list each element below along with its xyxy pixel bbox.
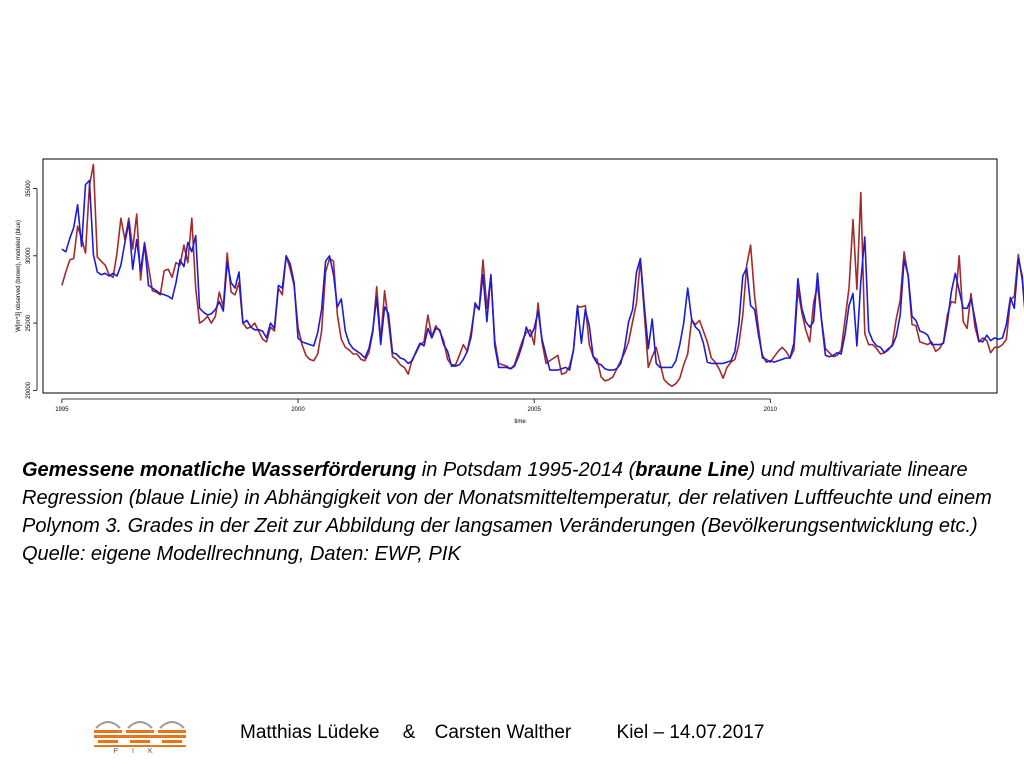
figure-caption: Gemessene monatliche Wasserförderung in …: [22, 456, 997, 568]
time-series-chart: 20000 25000 30000 35000 1995 2000 2005 2010 ti…: [16, 158, 1024, 425]
footer-author-2: Carsten Walther: [434, 722, 572, 743]
caption-text-2: ) und multivariate lineare Regression (b…: [22, 459, 992, 565]
y-tick-label: 20000: [26, 381, 32, 398]
series-line-observed: [61, 163, 1024, 388]
x-axis-label: time: [514, 419, 526, 425]
y-tick-label: 30000: [26, 247, 32, 264]
pik-logo: [94, 721, 186, 747]
caption-bold-brown: braune Line: [635, 459, 749, 481]
x-tick-label: 1995: [55, 407, 69, 413]
x-tick-label: 2010: [764, 407, 778, 413]
plot-frame: [42, 158, 998, 394]
footer-ampersand: &: [402, 722, 416, 743]
y-tick-label: 25000: [26, 314, 32, 331]
footer-author-1: Matthias Lüdeke: [240, 722, 380, 743]
footer-place-date: Kiel – 14.07.2017: [616, 722, 765, 743]
caption-bold-title: Gemessene monatliche Wasserförderung: [22, 459, 417, 481]
y-tick-label: 35000: [26, 180, 32, 197]
y-axis-label: W[m^3] observed (brown), modeled (blue): [16, 220, 22, 332]
footer: Matthias Lüdeke & Carsten Walther Kiel –…: [240, 722, 764, 744]
x-tick-label: 2005: [527, 407, 541, 413]
series-line-modeled: [61, 179, 1024, 371]
x-axis: 1995 2000 2005 2010: [55, 398, 778, 413]
pik-logo-text: PIK: [113, 748, 167, 755]
series-group: [61, 163, 1024, 388]
y-axis: 20000 25000 30000 35000: [26, 180, 38, 399]
x-tick-label: 2000: [291, 407, 305, 413]
caption-text-1: in Potsdam 1995-2014 (: [416, 459, 636, 481]
